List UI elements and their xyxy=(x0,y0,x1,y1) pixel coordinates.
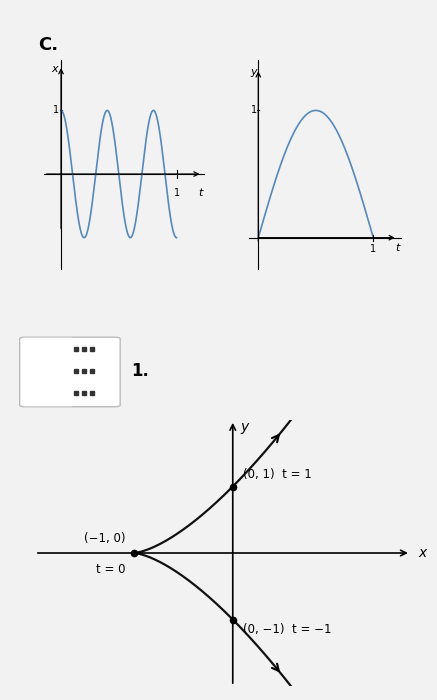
Text: 1: 1 xyxy=(251,106,257,116)
Text: x: x xyxy=(51,64,58,74)
Text: t = 0: t = 0 xyxy=(97,563,126,576)
Text: 1: 1 xyxy=(173,188,180,198)
Text: C.: C. xyxy=(38,36,58,54)
FancyBboxPatch shape xyxy=(20,337,120,407)
Text: 1: 1 xyxy=(370,244,376,254)
Text: 1: 1 xyxy=(53,106,59,116)
Text: (0, 1)  t = 1: (0, 1) t = 1 xyxy=(243,468,312,481)
Text: t: t xyxy=(198,188,202,198)
Text: (−1, 0): (−1, 0) xyxy=(84,532,126,545)
Text: y: y xyxy=(241,420,249,434)
Text: x: x xyxy=(419,546,427,560)
Text: t: t xyxy=(395,243,399,253)
Text: y: y xyxy=(250,67,257,77)
FancyBboxPatch shape xyxy=(22,337,74,406)
Text: 1.: 1. xyxy=(131,362,149,380)
Text: (0, −1)  t = −1: (0, −1) t = −1 xyxy=(243,623,331,636)
